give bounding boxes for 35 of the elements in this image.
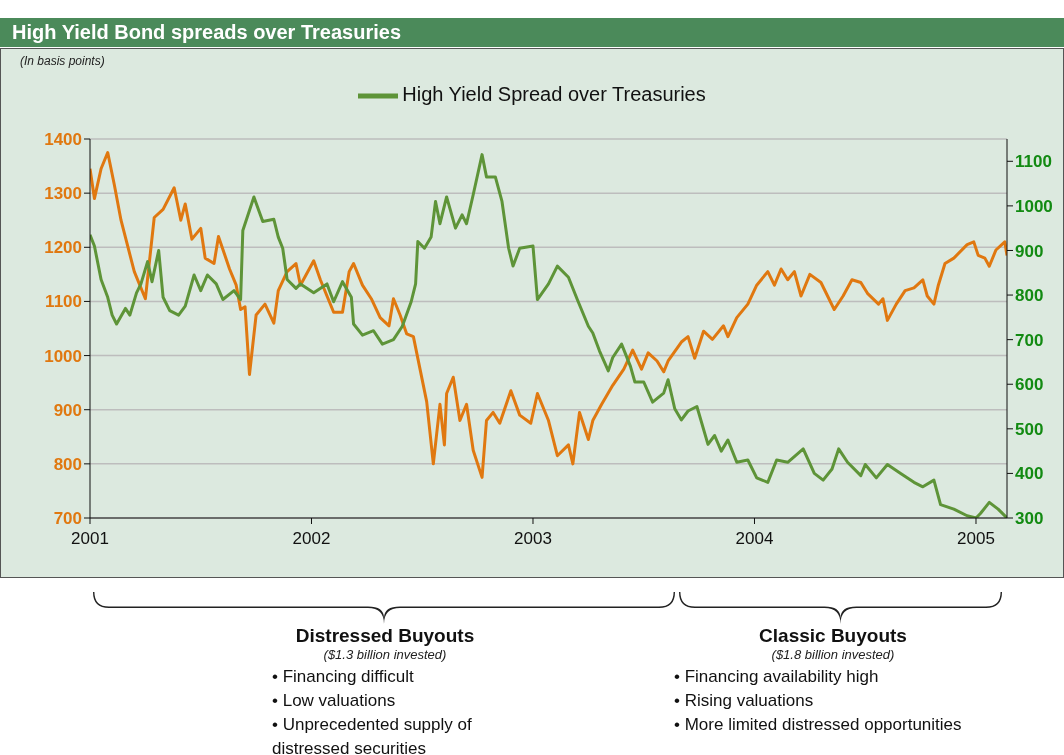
text: • Financing difficult [272, 666, 415, 688]
chart-title: High Yield Bond spreads over Treasuries [0, 18, 1064, 47]
legend-label: High Yield Spread over Treasuries [402, 83, 706, 106]
x-tick-label: 2005 [957, 529, 995, 549]
x-tick-label: 2002 [292, 529, 331, 549]
y-tick-label: 1100 [45, 292, 82, 312]
y2-tick-label: 700 [1015, 330, 1044, 350]
y2-tick-label: 1100 [1015, 152, 1052, 172]
y2-tick-label: 300 [1015, 509, 1044, 529]
y-tick-label: 800 [53, 454, 82, 474]
y-tick-label: 1300 [44, 184, 82, 204]
y2-tick-label: 600 [1015, 375, 1044, 395]
y-tick-label: 1000 [44, 346, 82, 366]
text: ($1.8 billion invested) [770, 647, 896, 662]
y-tick-label: 900 [53, 400, 82, 420]
text: (In basis points) [20, 54, 105, 68]
y2-tick-label: 900 [1015, 241, 1044, 261]
text: Distressed Buyouts [294, 625, 476, 647]
y-tick-label: 700 [53, 509, 82, 529]
text: • Financing availability high [674, 666, 880, 688]
text: • More limited distressed opportunities [674, 714, 963, 736]
text: ($1.3 billion invested) [322, 647, 448, 662]
text: Classic Buyouts [758, 625, 908, 647]
y2-tick-label: 400 [1015, 464, 1044, 484]
x-tick-label: 2004 [735, 529, 774, 549]
y-tick-label: 1200 [44, 238, 82, 258]
y2-tick-label: 800 [1015, 286, 1044, 306]
text: • Unprecedented supply of distressed securities [272, 714, 473, 755]
y-tick-label: 1400 [44, 130, 82, 150]
y2-tick-label: 500 [1015, 419, 1044, 439]
x-tick-label: 2003 [514, 529, 552, 549]
x-tick-label: 2001 [71, 529, 109, 549]
text: • Rising valuations [674, 690, 815, 712]
y2-tick-label: 1000 [1015, 196, 1053, 216]
text: • Low valuations [272, 690, 397, 712]
